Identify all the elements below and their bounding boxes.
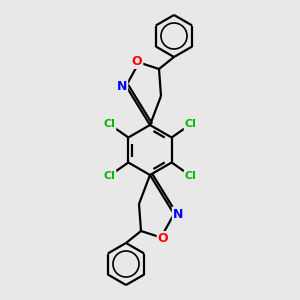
Text: Cl: Cl bbox=[184, 119, 196, 129]
Text: Cl: Cl bbox=[103, 119, 116, 129]
Text: O: O bbox=[158, 232, 168, 245]
Text: O: O bbox=[132, 55, 142, 68]
Text: Cl: Cl bbox=[184, 171, 196, 181]
Text: N: N bbox=[117, 80, 127, 92]
Text: N: N bbox=[173, 208, 183, 220]
Text: Cl: Cl bbox=[103, 171, 116, 181]
